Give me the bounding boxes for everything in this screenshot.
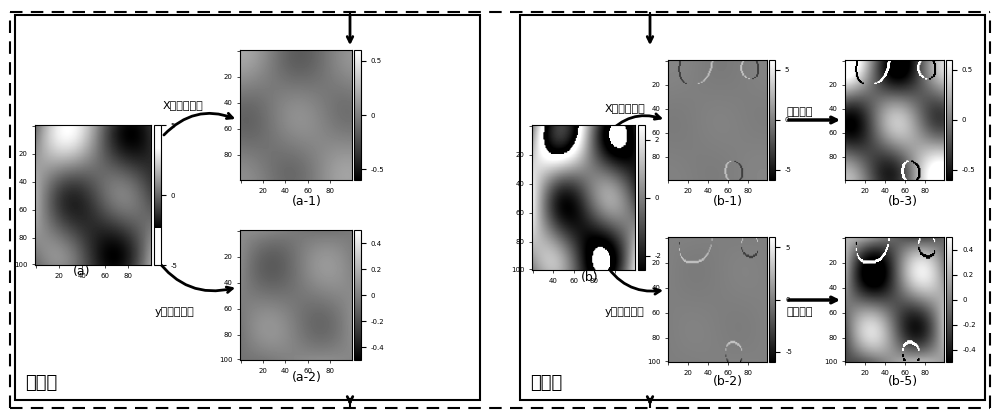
- Text: 缠绕算子: 缠绕算子: [787, 107, 813, 117]
- Text: (b-5): (b-5): [888, 375, 918, 389]
- Text: 缠绕算子: 缠绕算子: [787, 307, 813, 317]
- FancyBboxPatch shape: [15, 15, 480, 400]
- Text: (a-2): (a-2): [292, 372, 322, 384]
- Text: (b-1): (b-1): [713, 195, 743, 208]
- Text: 缠绕图: 缠绕图: [530, 374, 562, 392]
- Text: y方向的梯度: y方向的梯度: [605, 307, 645, 317]
- Text: X方向的梯度: X方向的梯度: [605, 103, 645, 113]
- Text: X方向的梯度: X方向的梯度: [163, 100, 203, 110]
- Text: (a-1): (a-1): [292, 195, 322, 208]
- Text: (b-3): (b-3): [888, 195, 918, 208]
- Text: y方向的梯度: y方向的梯度: [155, 307, 195, 317]
- Text: (b-2): (b-2): [713, 375, 743, 389]
- Text: 真实图: 真实图: [25, 374, 57, 392]
- Text: (a): (a): [73, 265, 91, 278]
- FancyBboxPatch shape: [520, 15, 985, 400]
- Text: (b): (b): [581, 271, 599, 284]
